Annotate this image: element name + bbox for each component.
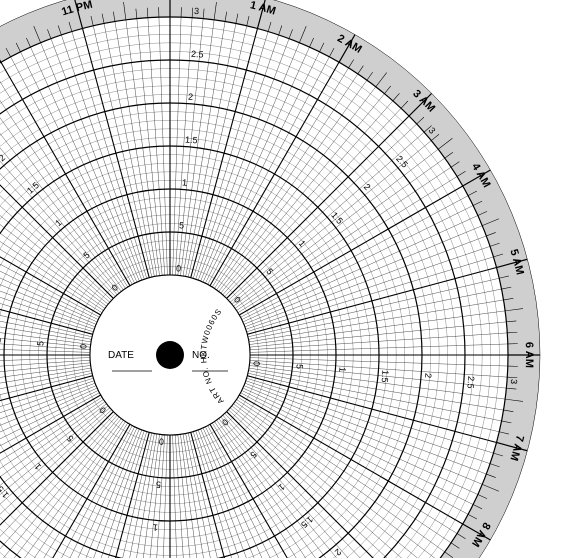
svg-text:6 AM: 6 AM bbox=[523, 342, 535, 368]
svg-text:1: 1 bbox=[153, 522, 159, 532]
svg-text:0: 0 bbox=[159, 436, 165, 446]
svg-text:1: 1 bbox=[182, 177, 188, 187]
circular-chart: DATENO.CHART NO. HKTW0060S03311 PM12 NIG… bbox=[0, 0, 561, 558]
svg-text:1: 1 bbox=[0, 338, 3, 344]
svg-text:5: 5 bbox=[156, 479, 162, 489]
date-label: DATE bbox=[108, 350, 134, 361]
svg-text:2.5: 2.5 bbox=[191, 49, 204, 60]
svg-text:2: 2 bbox=[188, 92, 194, 102]
svg-text:2.5: 2.5 bbox=[465, 376, 476, 389]
center-hole bbox=[156, 341, 184, 369]
svg-text:0: 0 bbox=[176, 263, 182, 273]
svg-text:5: 5 bbox=[294, 364, 304, 370]
svg-text:1.5: 1.5 bbox=[380, 370, 391, 383]
svg-text:3: 3 bbox=[194, 6, 200, 16]
svg-text:0: 0 bbox=[78, 344, 88, 350]
svg-text:5: 5 bbox=[179, 220, 185, 230]
svg-text:2: 2 bbox=[423, 373, 433, 379]
svg-text:1.5: 1.5 bbox=[185, 135, 198, 146]
svg-text:0: 0 bbox=[251, 361, 261, 367]
svg-text:5: 5 bbox=[35, 341, 45, 347]
svg-text:3: 3 bbox=[509, 379, 519, 385]
svg-text:1: 1 bbox=[337, 367, 347, 373]
